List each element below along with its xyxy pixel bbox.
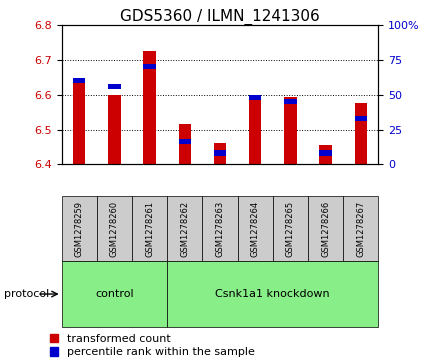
Bar (143, 64, 156, 69)
Bar (62, 196, 97, 261)
Bar (249, 95, 261, 100)
Text: control: control (95, 289, 134, 299)
Bar (214, 143, 226, 164)
Bar (179, 124, 191, 164)
Bar (167, 261, 378, 327)
Text: GSM1278259: GSM1278259 (75, 201, 84, 257)
Bar (108, 84, 121, 89)
Bar (319, 150, 332, 155)
Bar (202, 196, 238, 261)
Bar (214, 150, 226, 155)
Bar (284, 97, 297, 164)
Text: GSM1278264: GSM1278264 (251, 201, 260, 257)
Bar (179, 139, 191, 144)
Text: GSM1278266: GSM1278266 (321, 201, 330, 257)
Bar (73, 78, 85, 83)
Text: protocol: protocol (4, 289, 50, 299)
Title: GDS5360 / ILMN_1241306: GDS5360 / ILMN_1241306 (120, 9, 320, 25)
Text: GSM1278260: GSM1278260 (110, 201, 119, 257)
Bar (132, 196, 167, 261)
Bar (97, 196, 132, 261)
Bar (238, 196, 273, 261)
Text: GSM1278262: GSM1278262 (180, 201, 189, 257)
Bar (73, 83, 85, 164)
Bar (308, 196, 343, 261)
Text: GSM1278265: GSM1278265 (286, 201, 295, 257)
Bar (273, 196, 308, 261)
Bar (355, 103, 367, 164)
Bar (249, 95, 261, 164)
Bar (167, 196, 202, 261)
Bar (62, 261, 167, 327)
Bar (343, 196, 378, 261)
Text: Csnk1a1 knockdown: Csnk1a1 knockdown (216, 289, 330, 299)
Bar (108, 95, 121, 164)
Text: GSM1278267: GSM1278267 (356, 201, 365, 257)
Text: GSM1278261: GSM1278261 (145, 201, 154, 257)
Legend: transformed count, percentile rank within the sample: transformed count, percentile rank withi… (50, 334, 255, 358)
Bar (319, 145, 332, 164)
Text: GSM1278263: GSM1278263 (216, 201, 224, 257)
Bar (284, 99, 297, 104)
Bar (355, 116, 367, 121)
Bar (143, 52, 156, 164)
